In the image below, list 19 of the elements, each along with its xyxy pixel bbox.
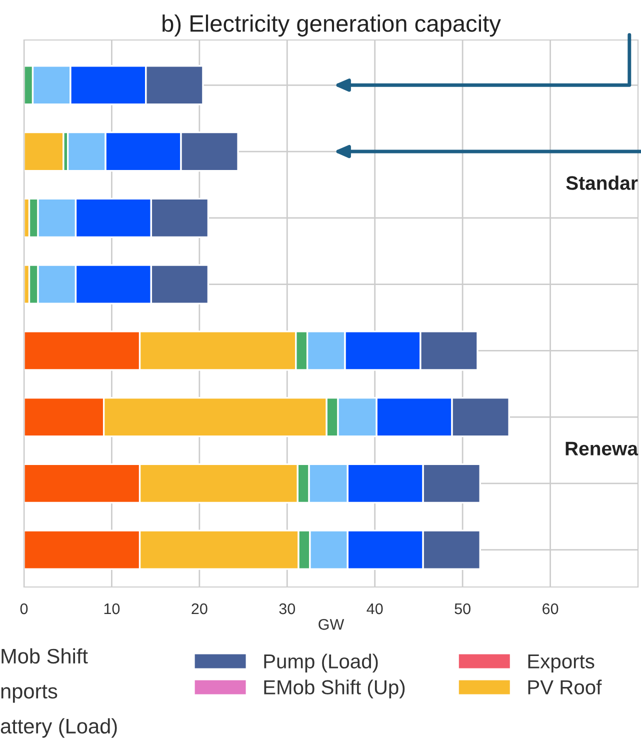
x-tick-label: 50 (454, 603, 470, 614)
x-tick-label: 40 (366, 603, 383, 614)
text: Mob Shift (2, 648, 88, 664)
x-tick-label: 20 (192, 603, 208, 614)
annotation: Renewa (566, 442, 638, 456)
legend-label: EMob Shift (Up) (264, 680, 405, 698)
x-tick-label: 10 (104, 603, 120, 614)
bar (24, 131, 64, 172)
text: attery (Load) (0, 718, 117, 738)
annotation: Standar (566, 176, 638, 190)
x-tick-label: 0 (20, 603, 28, 614)
chart-title: b) Electricity generation capacity (162, 14, 501, 37)
text: nports (1, 684, 58, 703)
legend-label: Exports (528, 654, 594, 672)
x-axis-title: GW (318, 619, 344, 630)
legend-label: Pump (Load) (264, 654, 378, 672)
legend-label: PV Roof (528, 680, 602, 694)
x-tick-label: 30 (279, 603, 296, 614)
x-tick-label: 60 (542, 603, 558, 614)
